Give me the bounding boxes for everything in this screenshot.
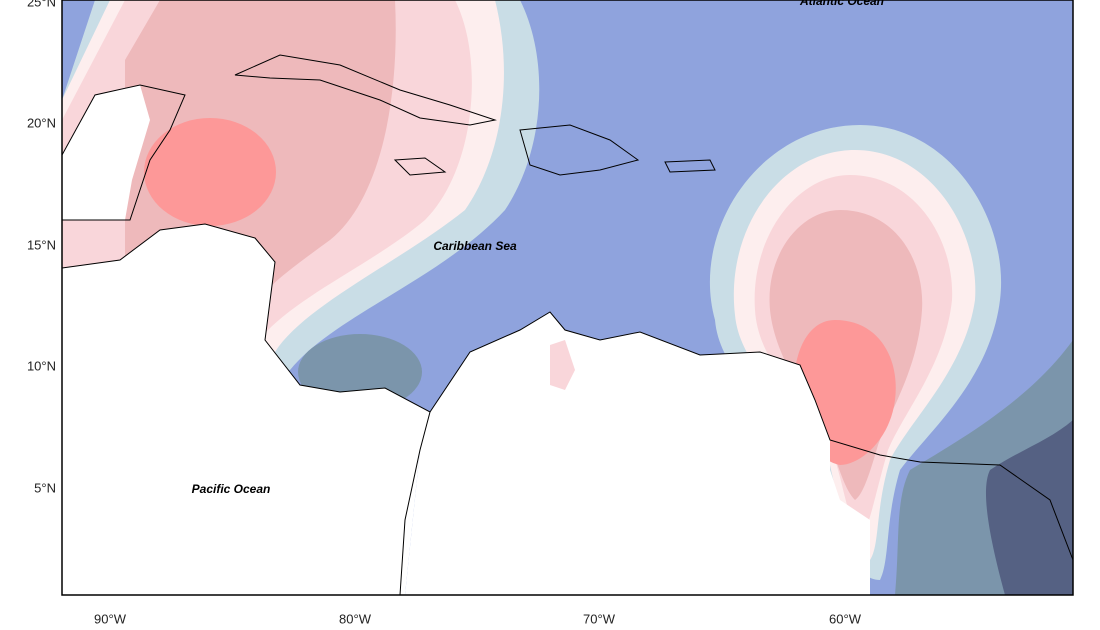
land [62,224,430,595]
ocean-label: Pacific Ocean [192,482,271,496]
lon-tick-label: 60°W [829,611,862,626]
land [62,85,150,220]
lon-tick-label: 70°W [583,611,616,626]
map-field [62,0,1073,595]
puerto-rico [664,159,716,173]
lat-tick-label: 5°N [34,480,56,495]
map-frame [61,0,1074,596]
hispaniola [519,124,640,176]
coastline [62,84,186,221]
lat-tick-label: 25°N [27,0,56,9]
lon-axis: 90°W 80°W 70°W 60°W [94,611,862,626]
lat-axis: 25°N 20°N 15°N 10°N 5°N [27,0,56,495]
jamaica [393,157,447,176]
sea-label: Caribbean Sea [433,239,517,253]
lon-tick-label: 90°W [94,611,127,626]
lat-tick-label: 15°N [27,237,56,252]
lon-tick-label: 80°W [339,611,372,626]
cuba [234,54,497,126]
land [405,312,870,595]
contour [985,420,1073,595]
contour [144,118,276,226]
coastline [399,411,431,595]
lake [550,340,575,390]
lat-tick-label: 10°N [27,358,56,373]
ocean-label: Atlantic Ocean [799,0,884,8]
coastline [62,223,1073,561]
lat-tick-label: 20°N [27,115,56,130]
